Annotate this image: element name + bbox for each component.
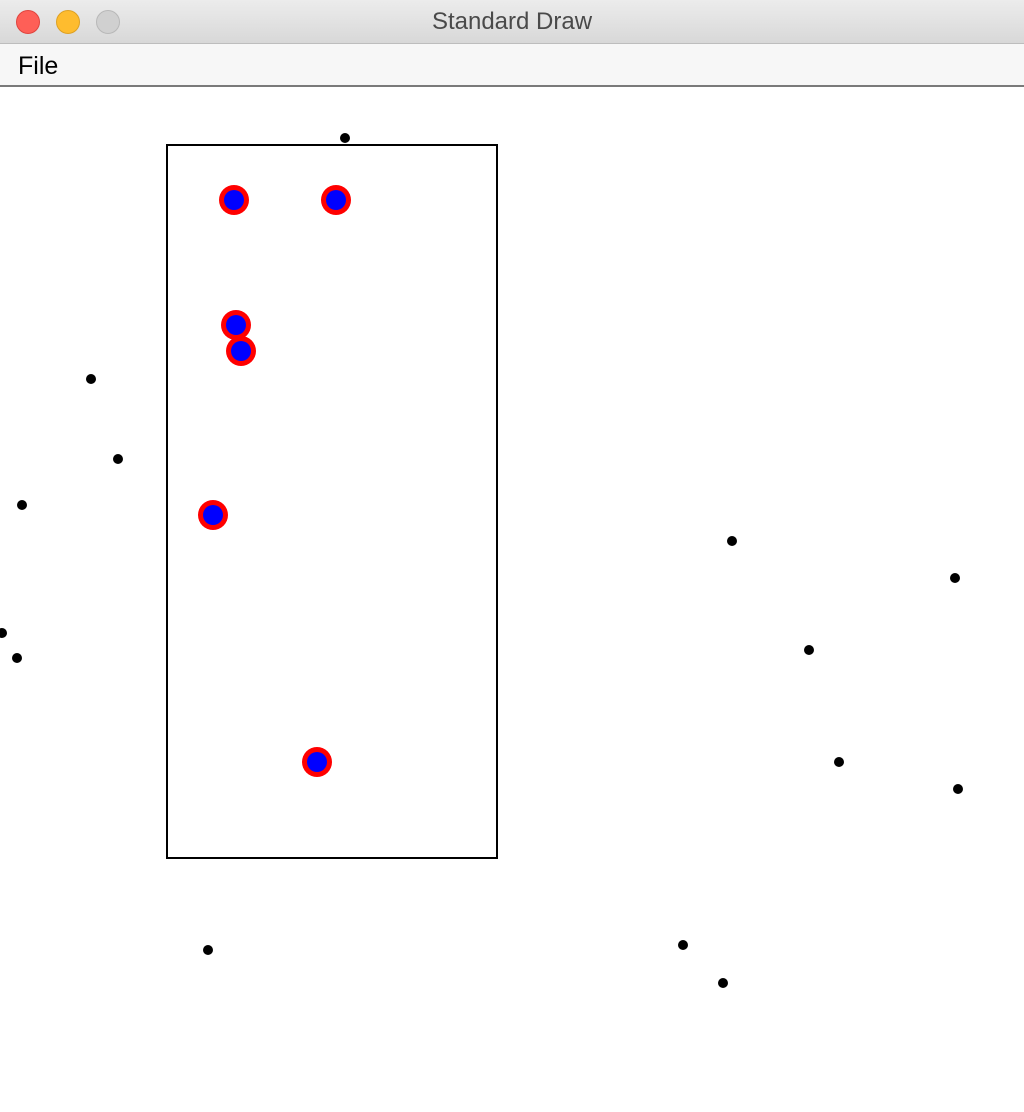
- highlighted-point: [302, 747, 332, 777]
- menu-file[interactable]: File: [18, 52, 59, 80]
- drawing-canvas[interactable]: [0, 87, 1024, 1112]
- close-window-button[interactable]: [16, 10, 40, 34]
- point: [17, 500, 27, 510]
- highlighted-point: [198, 500, 228, 530]
- point: [953, 784, 963, 794]
- title-bar[interactable]: Standard Draw: [0, 0, 1024, 44]
- zoom-window-button[interactable]: [96, 10, 120, 34]
- highlighted-point: [219, 185, 249, 215]
- window-title: Standard Draw: [431, 8, 593, 35]
- point: [203, 945, 213, 955]
- minimize-window-button[interactable]: [56, 10, 80, 34]
- point: [86, 374, 96, 384]
- points-layer: [0, 133, 963, 988]
- highlighted-points-layer: [198, 185, 351, 777]
- point: [113, 454, 123, 464]
- point: [950, 573, 960, 583]
- point: [340, 133, 350, 143]
- point: [727, 536, 737, 546]
- point: [678, 940, 688, 950]
- point: [12, 653, 22, 663]
- point: [718, 978, 728, 988]
- highlighted-point: [321, 185, 351, 215]
- drawing-svg: [0, 133, 963, 988]
- query-rectangle: [166, 144, 498, 859]
- point: [804, 645, 814, 655]
- menu-bar: File: [0, 44, 1024, 87]
- highlighted-point: [221, 310, 251, 340]
- point: [834, 757, 844, 767]
- highlighted-point: [226, 336, 256, 366]
- point: [0, 628, 7, 638]
